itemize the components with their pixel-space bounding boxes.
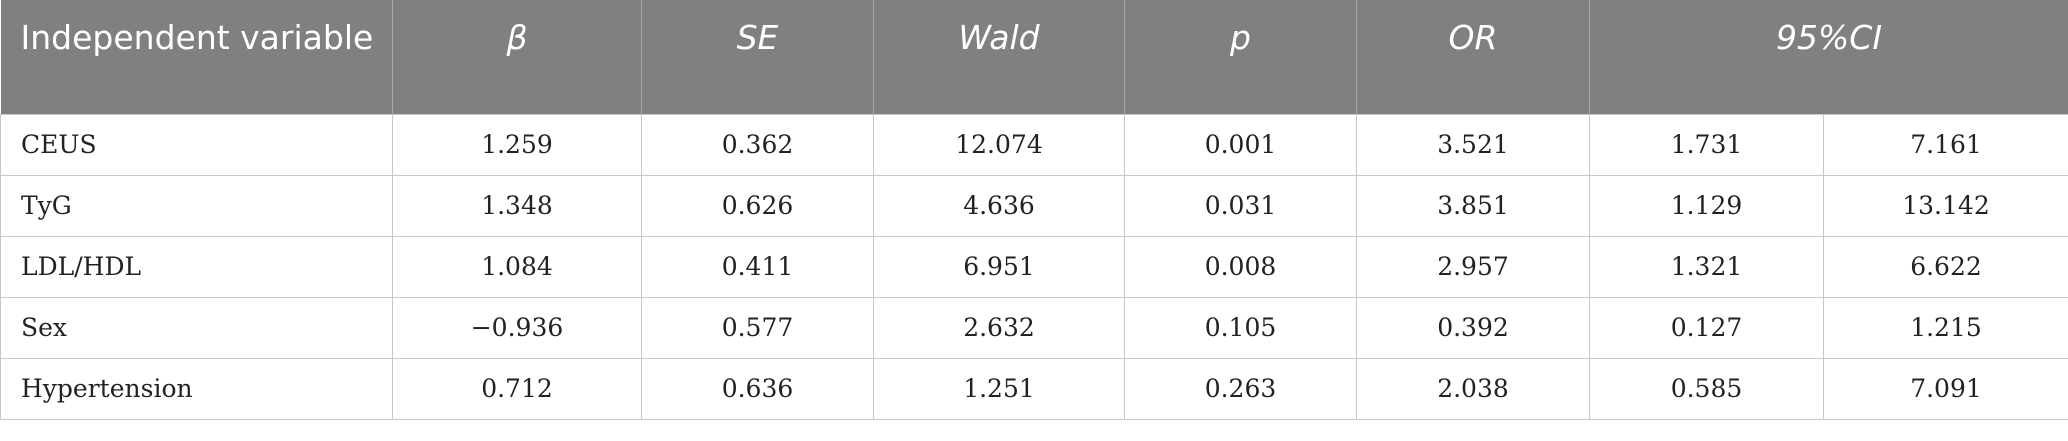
cell: 7.161	[1823, 113, 2068, 176]
cell: 0.127	[1589, 296, 1824, 359]
cell: 6.951	[873, 235, 1125, 298]
cell: 3.851	[1356, 174, 1590, 237]
cell: 1.731	[1589, 113, 1824, 176]
column-header: SE	[641, 0, 874, 114]
cell: −0.936	[392, 296, 642, 359]
cell: 2.957	[1356, 235, 1590, 298]
table-row: CEUS 1.259 0.362 12.074 0.001 3.521 1.731 7.161	[0, 113, 2068, 176]
table-body: CEUS 1.259 0.362 12.074 0.001 3.521 1.731 7.161…	[0, 113, 2068, 420]
column-header: Wald	[873, 0, 1125, 114]
column-header: 95%CI	[1589, 0, 2068, 114]
cell: 1.251	[873, 357, 1125, 420]
cell: 0.712	[392, 357, 642, 420]
row-label: Hypertension	[0, 357, 393, 420]
cell: 6.622	[1823, 235, 2068, 298]
table-row: Hypertension 0.712 0.636 1.251 0.263 2.038 0.5…	[0, 357, 2068, 420]
cell: 7.091	[1823, 357, 2068, 420]
row-label: Sex	[0, 296, 393, 359]
cell: 1.084	[392, 235, 642, 298]
cell: 0.411	[641, 235, 874, 298]
cell: 0.263	[1124, 357, 1357, 420]
cell: 0.031	[1124, 174, 1357, 237]
row-label: TyG	[0, 174, 393, 237]
column-header: OR	[1356, 0, 1590, 114]
cell: 12.074	[873, 113, 1125, 176]
cell: 3.521	[1356, 113, 1590, 176]
cell: 0.585	[1589, 357, 1824, 420]
cell: 0.362	[641, 113, 874, 176]
cell: 1.129	[1589, 174, 1824, 237]
cell: 1.259	[392, 113, 642, 176]
row-label: LDL/HDL	[0, 235, 393, 298]
cell: 1.348	[392, 174, 642, 237]
table-row: LDL/HDL 1.084 0.411 6.951 0.008 2.957 1.321 6.6…	[0, 235, 2068, 298]
table-row: Sex −0.936 0.577 2.632 0.105 0.392 0.127 1.215	[0, 296, 2068, 359]
cell: 0.008	[1124, 235, 1357, 298]
cell: 1.215	[1823, 296, 2068, 359]
cell: 2.632	[873, 296, 1125, 359]
cell: 4.636	[873, 174, 1125, 237]
regression-table: Independent variable β SE Wald p OR 95%CI CEUS…	[0, 0, 2068, 420]
column-header: Independent variable	[0, 0, 393, 114]
cell: 0.392	[1356, 296, 1590, 359]
cell: 0.105	[1124, 296, 1357, 359]
cell: 0.577	[641, 296, 874, 359]
cell: 2.038	[1356, 357, 1590, 420]
table-row: TyG 1.348 0.626 4.636 0.031 3.851 1.129 13.142	[0, 174, 2068, 237]
cell: 0.001	[1124, 113, 1357, 176]
cell: 13.142	[1823, 174, 2068, 237]
cell: 0.626	[641, 174, 874, 237]
cell: 0.636	[641, 357, 874, 420]
header-row: Independent variable β SE Wald p OR 95%CI	[0, 0, 2068, 114]
column-header: β	[392, 0, 642, 114]
cell: 1.321	[1589, 235, 1824, 298]
row-label: CEUS	[0, 113, 393, 176]
column-header: p	[1124, 0, 1357, 114]
